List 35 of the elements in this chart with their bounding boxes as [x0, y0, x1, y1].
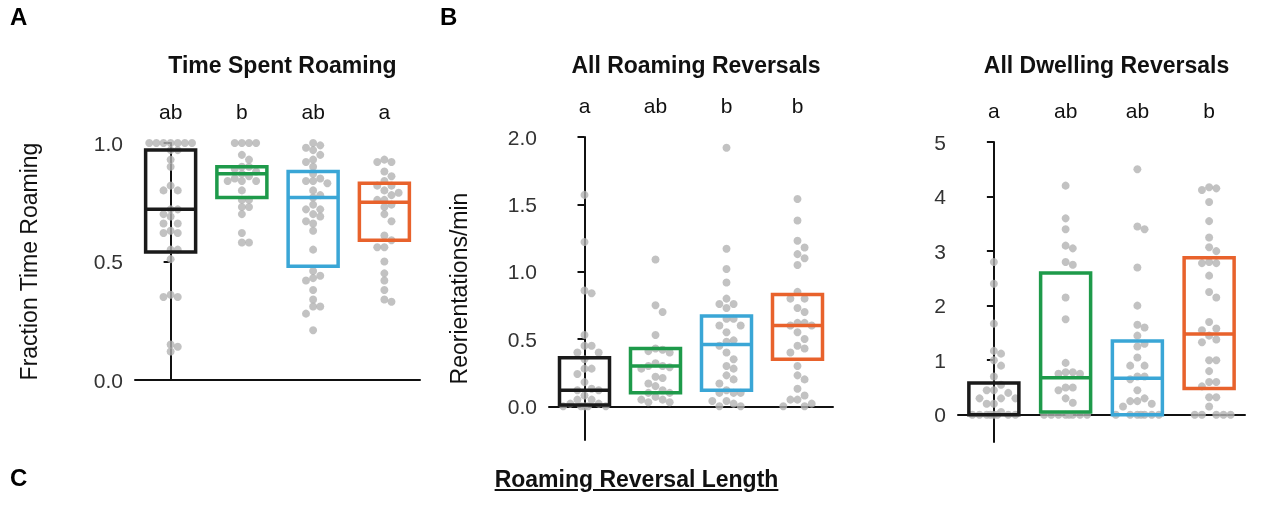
- y-tick-label: 2: [934, 294, 946, 318]
- y-tick-label: 1.0: [93, 131, 123, 155]
- text: B: [440, 2, 458, 30]
- y-tick-label: 1: [934, 348, 946, 372]
- y-tick-label: 0.5: [507, 327, 537, 351]
- chart-title: All Roaming Reversals: [571, 51, 821, 78]
- text: ab: [1053, 99, 1078, 122]
- y-tick-label: 5: [934, 130, 946, 154]
- y-tick-label: 0.0: [93, 368, 123, 392]
- y-axis-title: Fraction Time Roaming: [15, 142, 42, 381]
- y-tick-label: 2.0: [507, 125, 537, 149]
- text: ab: [301, 100, 325, 123]
- y-tick-label: 0: [934, 403, 946, 427]
- y-tick-label: 4: [934, 185, 947, 209]
- y-tick-label: 0.5: [93, 250, 123, 273]
- y-tick-label: 3: [934, 239, 946, 263]
- text: C: [10, 464, 28, 492]
- text: a: [578, 94, 591, 117]
- chart-title: All Dwelling Reversals: [983, 51, 1230, 78]
- y-tick-label: 1.0: [507, 260, 537, 284]
- text: A: [10, 2, 28, 30]
- y-tick-label: 1.5: [507, 192, 537, 216]
- y-axis-title: Reorientations/min: [445, 192, 472, 385]
- text: a: [378, 100, 391, 123]
- chart-title: Time Spent Roaming: [168, 51, 397, 78]
- text: Roaming Reversal Length: [494, 466, 779, 492]
- text: ab: [1125, 99, 1150, 122]
- text: ab: [643, 94, 668, 117]
- text: ab: [158, 100, 183, 123]
- text: b: [1203, 99, 1215, 122]
- text: b: [720, 94, 733, 117]
- text: b: [791, 94, 804, 117]
- text: a: [988, 99, 1001, 122]
- text: b: [236, 100, 248, 123]
- y-tick-label: 0.0: [507, 394, 537, 418]
